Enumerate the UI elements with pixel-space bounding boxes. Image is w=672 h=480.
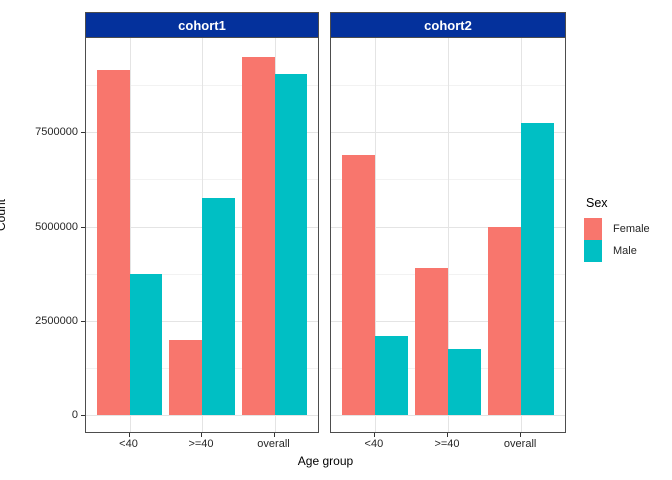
facet-cohort2: cohort2 <40 >=40 overall: [330, 12, 566, 453]
gridline-vertical-major: [129, 38, 131, 432]
bar-male->=40: [448, 349, 481, 415]
legend: Sex Female Male: [584, 196, 650, 262]
y-tick-label: 2500000: [35, 314, 78, 327]
x-tick-mark: [447, 433, 448, 437]
y-tick-mark: [81, 226, 85, 228]
y-axis: 0 2500000 5000000 7500000: [0, 38, 85, 433]
bar-female->=40: [169, 339, 202, 415]
legend-title: Sex: [586, 196, 608, 210]
x-tick-label: <40: [119, 438, 138, 450]
bar-female-overall: [241, 56, 275, 415]
male-color-swatch: [584, 240, 602, 262]
y-tick-label: 7500000: [35, 126, 78, 139]
legend-entry-male: Male: [584, 240, 650, 262]
bar-male->=40: [202, 198, 235, 415]
x-tick-mark: [373, 433, 375, 437]
x-tick-label: >=40: [188, 438, 214, 450]
x-tick-label: <40: [364, 438, 384, 450]
facet-strip-label: cohort1: [178, 17, 226, 33]
legend-entry-female: Female: [584, 218, 650, 240]
y-tick-mark: [81, 132, 85, 134]
y-tick-label: 5000000: [35, 220, 78, 233]
x-tick-label: >=40: [434, 438, 460, 450]
x-tick-label: overall: [503, 438, 537, 450]
y-tick-mark: [81, 320, 85, 322]
x-tick-mark: [520, 433, 522, 437]
female-color-swatch: [584, 218, 602, 240]
x-tick-label: overall: [257, 438, 290, 450]
bar-male-<40: [374, 335, 408, 415]
bar-female-<40: [96, 70, 130, 415]
bar-female->=40: [415, 267, 448, 415]
legend-label-female: Female: [613, 223, 650, 235]
gridline-vertical-major: [374, 38, 376, 432]
plot-panel: [85, 38, 319, 433]
x-tick-mark: [201, 433, 202, 437]
y-tick-label: 0: [71, 409, 78, 421]
facet-cohort1: cohort1 <40 >=40 overall: [85, 12, 319, 453]
bar-male-overall: [521, 122, 555, 415]
y-tick-mark: [81, 415, 85, 416]
facet-strip: cohort2: [330, 12, 566, 38]
bar-female-overall: [488, 226, 522, 415]
bar-female-<40: [341, 154, 375, 415]
facet-strip: cohort1: [85, 12, 319, 38]
bar-male-overall: [274, 73, 308, 415]
legend-label-male: Male: [613, 245, 637, 257]
plot-panel: [330, 38, 566, 433]
bar-male-<40: [129, 273, 163, 415]
gridline-vertical-major: [448, 38, 449, 432]
x-tick-mark: [128, 433, 130, 437]
x-tick-mark: [273, 433, 275, 437]
facet-strip-label: cohort2: [424, 17, 472, 33]
x-axis-title: Age group: [297, 454, 354, 468]
